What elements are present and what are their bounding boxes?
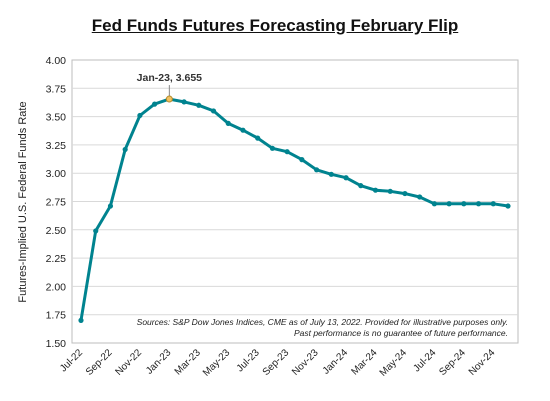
annotation-marker bbox=[165, 95, 173, 103]
data-point bbox=[461, 201, 467, 207]
y-axis-label: Futures-Implied U.S. Federal Funds Rate bbox=[17, 101, 29, 302]
data-point bbox=[284, 149, 290, 155]
data-point bbox=[490, 201, 496, 207]
data-point bbox=[93, 228, 99, 234]
data-point bbox=[387, 188, 393, 194]
data-point bbox=[446, 201, 452, 207]
data-point bbox=[181, 99, 187, 105]
x-tick-label: Mar-24 bbox=[349, 347, 379, 377]
data-point bbox=[505, 203, 511, 209]
data-point bbox=[137, 112, 143, 119]
x-tick-label: Jul-24 bbox=[411, 347, 438, 374]
x-tick-label: Jan-23 bbox=[144, 347, 174, 377]
data-point bbox=[431, 201, 437, 207]
data-point bbox=[372, 187, 379, 193]
x-tick-label: Jan-24 bbox=[321, 347, 351, 377]
y-tick-label: 1.75 bbox=[46, 310, 67, 322]
chart-title: Fed Funds Futures Forecasting February F… bbox=[91, 16, 459, 35]
x-tick-label: Nov-23 bbox=[290, 347, 321, 378]
y-tick-label: 3.25 bbox=[46, 140, 67, 152]
data-point bbox=[358, 183, 364, 189]
x-tick-label: May-24 bbox=[378, 347, 410, 379]
data-point bbox=[240, 127, 246, 133]
data-point bbox=[328, 171, 334, 177]
data-point bbox=[255, 135, 261, 141]
data-point bbox=[107, 203, 114, 209]
data-point bbox=[475, 201, 482, 207]
x-tick-label: Sep-24 bbox=[437, 347, 468, 378]
annotation-label: Jan-23, 3.655 bbox=[137, 72, 203, 84]
data-point bbox=[313, 167, 320, 173]
y-tick-label: 3.75 bbox=[46, 83, 67, 95]
x-tick-label: Sep-22 bbox=[84, 347, 115, 378]
x-tick-label: Jul-22 bbox=[58, 347, 85, 374]
data-point bbox=[196, 102, 202, 108]
disclaimer-note: Past performance is no guarantee of futu… bbox=[294, 328, 508, 338]
y-tick-label: 2.00 bbox=[46, 281, 67, 293]
data-point bbox=[122, 146, 128, 153]
x-tick-label: Jul-23 bbox=[235, 347, 262, 374]
data-point bbox=[343, 175, 349, 181]
y-tick-label: 1.50 bbox=[46, 338, 67, 350]
y-tick-label: 3.50 bbox=[46, 112, 67, 124]
y-tick-label: 4.00 bbox=[46, 55, 67, 67]
data-point bbox=[269, 145, 276, 151]
data-point bbox=[417, 194, 423, 200]
data-point bbox=[299, 157, 305, 163]
x-tick-label: Nov-22 bbox=[113, 347, 144, 378]
x-tick-label: Mar-23 bbox=[173, 347, 203, 377]
data-point bbox=[225, 120, 231, 126]
data-point bbox=[78, 317, 84, 323]
y-tick-label: 2.75 bbox=[46, 197, 67, 209]
y-tick-label: 2.50 bbox=[46, 225, 67, 237]
x-tick-label: Nov-24 bbox=[467, 347, 498, 378]
y-tick-label: 3.00 bbox=[46, 168, 67, 180]
series-line bbox=[79, 97, 509, 321]
data-point bbox=[210, 108, 217, 114]
y-tick-label: 2.25 bbox=[46, 253, 67, 265]
x-tick-label: Sep-23 bbox=[261, 347, 292, 378]
data-point bbox=[152, 101, 158, 107]
source-note: Sources: S&P Dow Jones Indices, CME as o… bbox=[137, 317, 508, 327]
data-point bbox=[402, 190, 408, 197]
x-tick-label: May-23 bbox=[201, 347, 233, 379]
